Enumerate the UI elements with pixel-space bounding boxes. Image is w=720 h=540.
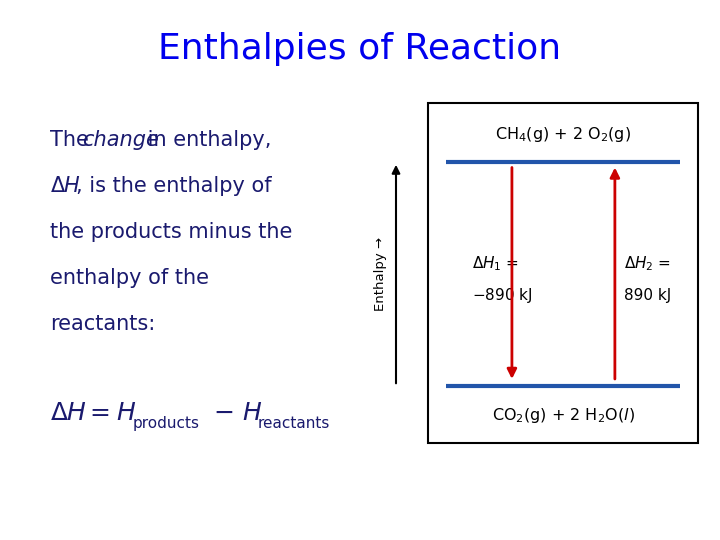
Text: enthalpy of the: enthalpy of the [50, 268, 210, 288]
Bar [428, 103, 698, 443]
Text: $-$890 kJ: $-$890 kJ [472, 286, 533, 305]
Text: Δ: Δ [50, 401, 68, 425]
Text: −: − [206, 401, 243, 425]
Text: reactants:: reactants: [50, 314, 156, 334]
Text: products: products [132, 416, 199, 431]
Text: The: The [50, 130, 96, 151]
Text: Enthalpies of Reaction: Enthalpies of Reaction [158, 32, 562, 65]
Text: $\Delta H_1$ =: $\Delta H_1$ = [472, 254, 519, 273]
Text: H: H [63, 176, 79, 197]
Text: CO$_2$(g) + 2 H$_2$O($\it{l}$): CO$_2$(g) + 2 H$_2$O($\it{l}$) [492, 406, 635, 426]
Text: in enthalpy,: in enthalpy, [141, 130, 271, 151]
Text: , is the enthalpy of: , is the enthalpy of [76, 176, 272, 197]
Text: the products minus the: the products minus the [50, 222, 293, 242]
Text: H: H [66, 401, 85, 425]
Text: 890 kJ: 890 kJ [624, 288, 671, 303]
Text: Δ: Δ [50, 176, 65, 197]
Text: CH$_4$(g) + 2 O$_2$(g): CH$_4$(g) + 2 O$_2$(g) [495, 125, 631, 145]
Text: H: H [117, 401, 135, 425]
Text: Enthalpy →: Enthalpy → [374, 237, 387, 311]
Text: change: change [82, 130, 159, 151]
Text: H: H [242, 401, 261, 425]
Text: $\Delta H_2$ =: $\Delta H_2$ = [624, 254, 670, 273]
Text: =: = [82, 401, 119, 425]
Text: reactants: reactants [258, 416, 330, 431]
